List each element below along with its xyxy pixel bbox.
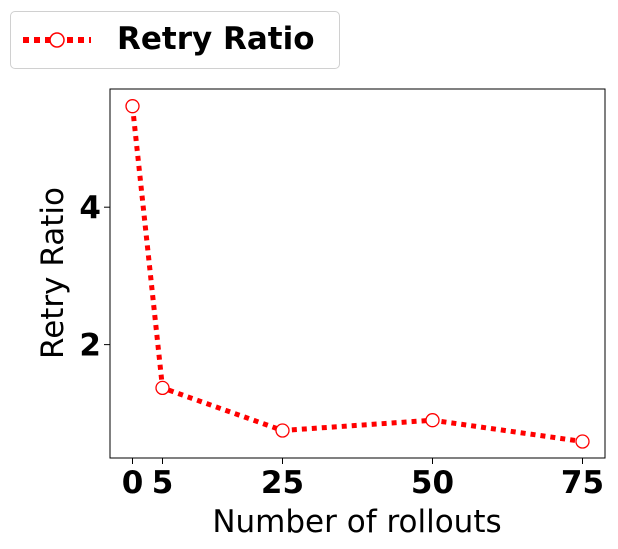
data-point-marker (155, 380, 170, 396)
x-tick-label: 5 (152, 465, 174, 501)
x-axis-title: Number of rollouts (212, 504, 501, 540)
x-tick-label: 25 (261, 465, 304, 501)
y-axis-title: Retry Ratio (35, 187, 71, 359)
x-tick-label: 75 (561, 465, 604, 501)
legend-swatch (23, 32, 91, 48)
legend: Retry Ratio (10, 11, 340, 69)
data-point-marker (425, 413, 440, 428)
plot-area (109, 88, 606, 459)
data-points (125, 99, 590, 449)
series-line-retry-ratio (130, 105, 583, 444)
y-tick-label: 2 (79, 328, 101, 364)
axis-ticks: 0 5 25 50 75 2 4 (79, 190, 604, 501)
legend-marker-swatch (49, 32, 65, 48)
legend-label: Retry Ratio (117, 21, 315, 57)
data-point-marker (125, 99, 140, 114)
x-tick-label: 50 (411, 465, 454, 501)
y-tick-label: 4 (79, 190, 101, 226)
data-point-marker (275, 423, 290, 438)
data-point-marker (575, 434, 590, 449)
x-tick-label: 0 (122, 465, 144, 501)
